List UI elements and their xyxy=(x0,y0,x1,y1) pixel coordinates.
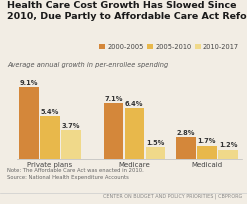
Text: 1.7%: 1.7% xyxy=(198,139,216,144)
Text: CENTER ON BUDGET AND POLICY PRIORITIES | CBPP.ORG: CENTER ON BUDGET AND POLICY PRIORITIES |… xyxy=(103,193,242,199)
Text: Note: The Affordable Care Act was enacted in 2010.
Source: National Health Expen: Note: The Affordable Care Act was enacte… xyxy=(7,168,144,180)
Bar xyxy=(125,108,144,159)
Bar xyxy=(103,103,123,159)
Text: 9.1%: 9.1% xyxy=(20,80,38,86)
Bar xyxy=(197,146,217,159)
Text: 1.2%: 1.2% xyxy=(219,142,237,149)
Bar xyxy=(62,130,81,159)
Bar xyxy=(218,150,238,159)
Legend: 2000-2005, 2005-2010, 2010-2017: 2000-2005, 2005-2010, 2010-2017 xyxy=(99,44,239,50)
Bar xyxy=(146,147,165,159)
Text: 3.7%: 3.7% xyxy=(62,123,80,129)
Bar xyxy=(19,87,39,159)
Bar xyxy=(176,137,196,159)
Text: 6.4%: 6.4% xyxy=(125,101,144,107)
Text: Health Care Cost Growth Has Slowed Since
2010, Due Partly to Affordable Care Act: Health Care Cost Growth Has Slowed Since… xyxy=(7,1,247,21)
Text: 5.4%: 5.4% xyxy=(41,109,59,115)
Text: 1.5%: 1.5% xyxy=(146,140,165,146)
Bar xyxy=(40,116,60,159)
Text: 2.8%: 2.8% xyxy=(177,130,195,136)
Text: 7.1%: 7.1% xyxy=(104,96,123,102)
Text: Average annual growth in per-enrollee spending: Average annual growth in per-enrollee sp… xyxy=(7,62,169,68)
